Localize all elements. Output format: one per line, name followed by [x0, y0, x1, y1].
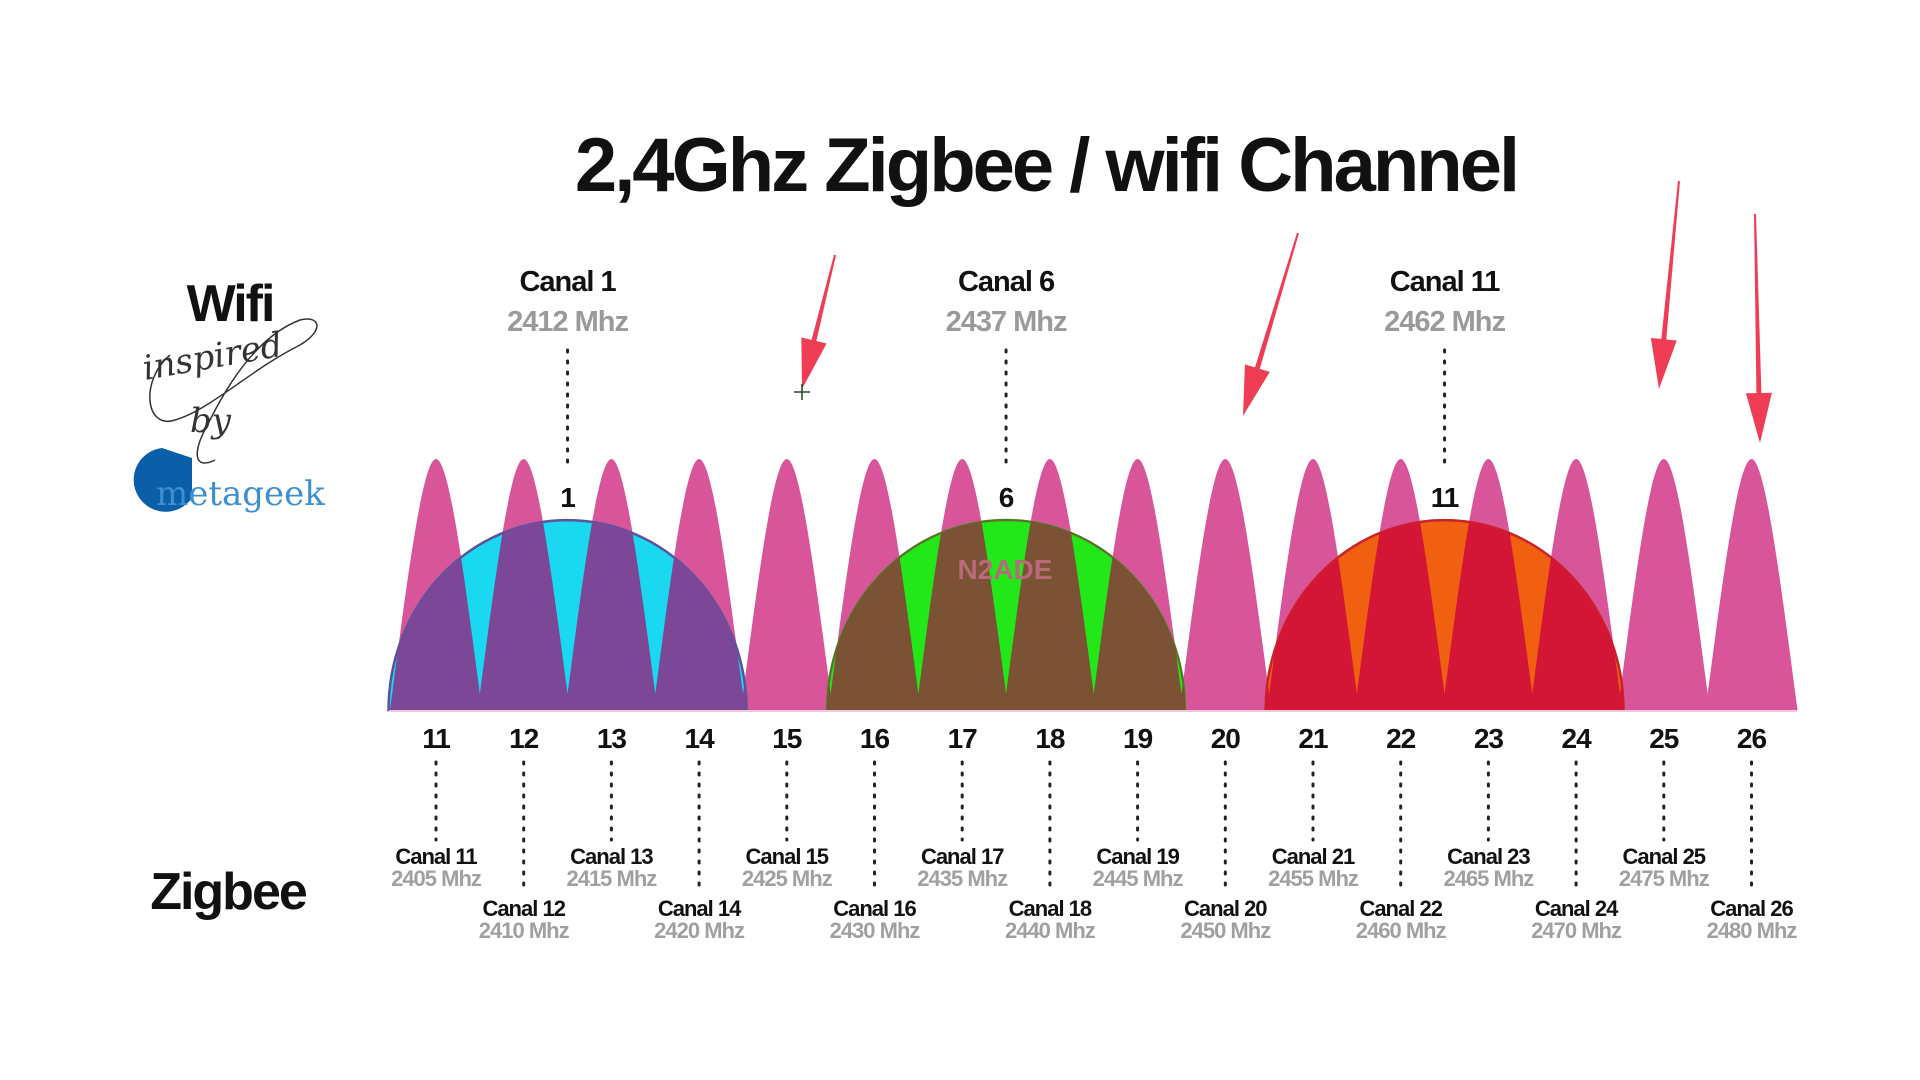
zigbee-channel-freq: 2465 Mhz — [1443, 866, 1534, 891]
zigbee-channel-label: Canal 14 — [657, 896, 741, 921]
wifi-channel-number: 1 — [560, 482, 576, 513]
diagram-title: 2,4Ghz Zigbee / wifi Channel — [574, 123, 1520, 208]
zigbee-channel-number: 11 — [422, 723, 451, 754]
zigbee-channel-label: Canal 24 — [1534, 896, 1618, 921]
wifi-channel-number: 11 — [1430, 482, 1460, 513]
zigbee-channel-freq: 2420 Mhz — [654, 918, 745, 943]
zigbee-peak-26 — [1705, 459, 1798, 710]
zigbee-channel-freq: 2430 Mhz — [829, 918, 921, 943]
annotation-arrow-20 — [1243, 232, 1299, 416]
zigbee-channel-label: Canal 15 — [745, 844, 829, 869]
zigbee-channel-freq: 2440 Mhz — [1004, 918, 1096, 943]
zigbee-channel-label: Canal 21 — [1271, 844, 1355, 869]
zigbee-channel-freq: 2480 Mhz — [1706, 918, 1798, 943]
zigbee-channel-label: Canal 26 — [1710, 896, 1793, 921]
annotation-arrow-26 — [1745, 213, 1772, 443]
zigbee-channel-number: 17 — [947, 723, 978, 754]
zigbee-channel-number: 13 — [596, 723, 627, 754]
zigbee-channel-label: Canal 11 — [395, 844, 477, 869]
zigbee-channel-number: 12 — [509, 723, 539, 754]
zigbee-channel-number: 21 — [1298, 723, 1328, 754]
wifi-channel-11-overlap — [1265, 520, 1624, 710]
zigbee-channel-label: Canal 18 — [1008, 896, 1092, 921]
annotation-arrow-15 — [801, 254, 836, 389]
zigbee-channel-freq: 2470 Mhz — [1531, 918, 1622, 943]
wifi-label: Wifi — [186, 275, 276, 333]
wifi-channel-number: 6 — [998, 482, 1015, 513]
zigbee-channel-label: Canal 22 — [1359, 896, 1442, 921]
zigbee-channel-label: Canal 25 — [1622, 844, 1706, 869]
watermark: N2ADE — [957, 554, 1053, 585]
zigbee-channel-label: Canal 13 — [570, 844, 653, 869]
zigbee-peak-15 — [740, 459, 833, 710]
zigbee-channel-freq: 2425 Mhz — [741, 866, 833, 891]
wifi-channel-1-overlap — [390, 520, 747, 710]
inspired-by-script: inspired — [140, 325, 286, 389]
metageek-logo-text: metageek — [156, 474, 325, 514]
zigbee-channel-number: 15 — [772, 723, 802, 754]
zigbee-channel-freq: 2435 Mhz — [917, 866, 1008, 891]
zigbee-channel-freq: 2415 Mhz — [566, 866, 657, 891]
crosshair-cursor — [794, 384, 810, 400]
zigbee-channel-number: 19 — [1123, 723, 1153, 754]
zigbee-channel-label: Canal 19 — [1096, 844, 1179, 869]
zigbee-channel-label: Canal 23 — [1447, 844, 1530, 869]
zigbee-channel-freq: 2405 Mhz — [391, 866, 482, 891]
zigbee-channel-freq: 2460 Mhz — [1355, 918, 1447, 943]
zigbee-channel-freq: 2410 Mhz — [478, 918, 570, 943]
zigbee-channel-number: 16 — [859, 723, 890, 754]
zigbee-channel-number: 22 — [1386, 723, 1416, 754]
wifi-channel-label: Canal 6 — [957, 266, 1055, 298]
metageek-logo: inspired by metageek — [133, 318, 325, 514]
zigbee-channel-number: 20 — [1210, 723, 1241, 754]
annotation-arrow-25 — [1650, 180, 1680, 389]
zigbee-peak-25 — [1617, 459, 1710, 710]
wifi-channel-freq: 2462 Mhz — [1384, 306, 1506, 338]
zigbee-peak-20 — [1179, 459, 1272, 710]
zigbee-channel-freq: 2445 Mhz — [1092, 866, 1184, 891]
zigbee-channel-freq: 2455 Mhz — [1268, 866, 1359, 891]
zigbee-channel-label: Canal 17 — [920, 844, 1004, 869]
zigbee-label: Zigbee — [150, 863, 308, 921]
wifi-channel-6-overlap — [827, 520, 1186, 710]
zigbee-channel-number: 23 — [1473, 723, 1504, 754]
zigbee-channel-number: 26 — [1736, 723, 1767, 754]
wifi-channel-label: Canal 11 — [1389, 266, 1501, 298]
zigbee-channel-label: Canal 20 — [1184, 896, 1267, 921]
zigbee-channel-freq: 2475 Mhz — [1618, 866, 1710, 891]
zigbee-channel-label: Canal 16 — [833, 896, 916, 921]
by-script: by — [190, 401, 232, 441]
metageek-circle — [133, 448, 192, 512]
zigbee-channel-freq: 2450 Mhz — [1180, 918, 1271, 943]
wifi-channel-freq: 2437 Mhz — [945, 306, 1068, 338]
zigbee-channel-number: 18 — [1035, 723, 1065, 754]
script-flourish — [149, 318, 318, 464]
zigbee-channel-label: Canal 12 — [482, 896, 565, 921]
zigbee-channel-number: 25 — [1649, 723, 1679, 754]
zigbee-channel-number: 14 — [684, 723, 715, 754]
zigbee-channel-number: 24 — [1561, 723, 1592, 754]
wifi-channel-label: Canal 1 — [519, 266, 616, 298]
wifi-channel-freq: 2412 Mhz — [507, 306, 629, 338]
